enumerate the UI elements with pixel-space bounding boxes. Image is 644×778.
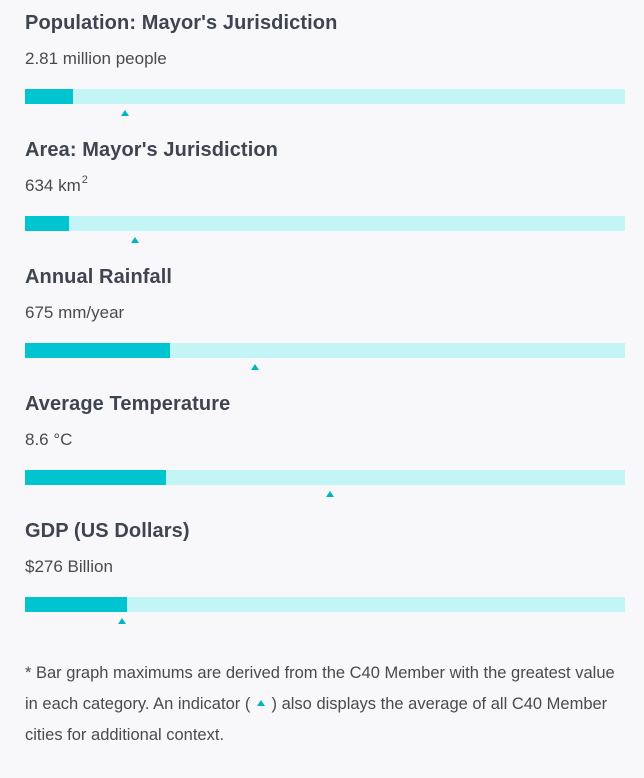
average-indicator-icon bbox=[256, 699, 265, 706]
stat-rainfall: Annual Rainfall 675 mm/year bbox=[25, 254, 625, 374]
footnote-text-end: ) also displays the average of all C40 M… bbox=[25, 695, 608, 744]
stat-gdp: GDP (US Dollars) $276 Billion bbox=[25, 508, 625, 628]
stat-bar-fill bbox=[25, 597, 127, 612]
stat-value-text: 634 km bbox=[25, 176, 81, 195]
stat-title: Population: Mayor's Jurisdiction bbox=[25, 12, 338, 34]
stat-value: $276 Billion bbox=[25, 557, 113, 576]
average-indicator-icon bbox=[121, 110, 129, 116]
stat-bar-fill bbox=[25, 470, 166, 485]
stat-title: Average Temperature bbox=[25, 393, 231, 415]
stat-title: GDP (US Dollars) bbox=[25, 520, 190, 542]
stat-bar-track bbox=[25, 597, 625, 612]
stat-bar-fill bbox=[25, 216, 69, 231]
average-indicator-icon bbox=[326, 491, 334, 497]
stat-population: Population: Mayor's Jurisdiction 2.81 mi… bbox=[25, 0, 625, 120]
stat-bar-fill bbox=[25, 89, 73, 104]
stat-bar-track bbox=[25, 89, 625, 104]
stat-value: 2.81 million people bbox=[25, 49, 167, 68]
stat-value: 634 km2 bbox=[25, 174, 88, 196]
stat-bar-track bbox=[25, 470, 625, 485]
average-indicator-icon bbox=[251, 364, 259, 370]
stat-bar-track bbox=[25, 216, 625, 231]
stat-title: Area: Mayor's Jurisdiction bbox=[25, 139, 278, 161]
average-indicator-icon bbox=[118, 618, 126, 624]
footnote-text-start: * Bar graph maximums are derived from th… bbox=[25, 664, 615, 713]
average-indicator-icon bbox=[131, 237, 139, 243]
stat-value: 8.6 °C bbox=[25, 430, 73, 449]
stat-value: 675 mm/year bbox=[25, 303, 125, 322]
footnote: * Bar graph maximums are derived from th… bbox=[25, 658, 625, 751]
stat-temperature: Average Temperature 8.6 °C bbox=[25, 381, 625, 501]
stat-area: Area: Mayor's Jurisdiction 634 km2 bbox=[25, 127, 625, 247]
stat-bar-fill bbox=[25, 343, 170, 358]
stat-title: Annual Rainfall bbox=[25, 266, 173, 288]
stat-value-superscript: 2 bbox=[81, 174, 88, 186]
stat-bar-track bbox=[25, 343, 625, 358]
